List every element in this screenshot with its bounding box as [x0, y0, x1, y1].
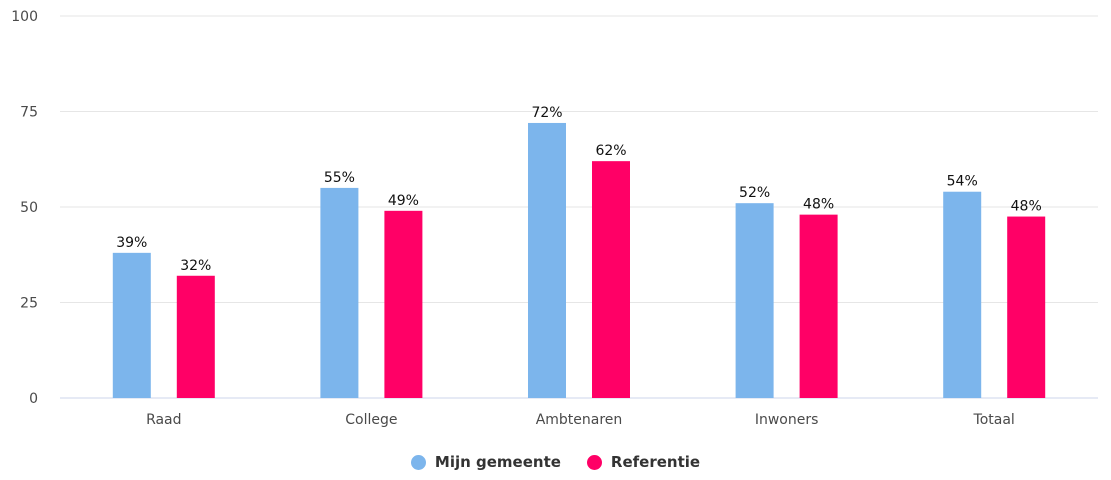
- y-tick-label: 0: [29, 391, 38, 407]
- data-label: 55%: [324, 170, 355, 186]
- bar-mijn-gemeente-raad[interactable]: [112, 252, 151, 398]
- bar-mijn-gemeente-inwoners[interactable]: [735, 203, 774, 398]
- x-category-label: Inwoners: [755, 412, 819, 428]
- legend-label-mijn-gemeente: Mijn gemeente: [434, 453, 561, 471]
- data-label: 72%: [531, 105, 562, 121]
- x-category-label: College: [345, 412, 397, 428]
- bar-mijn-gemeente-totaal[interactable]: [943, 191, 982, 398]
- y-tick-label: 25: [20, 296, 38, 312]
- y-tick-label: 100: [11, 9, 38, 25]
- legend-item-mijn-gemeente[interactable]: Mijn gemeente: [410, 453, 561, 471]
- data-label: 49%: [388, 193, 419, 209]
- x-category-label: Totaal: [973, 412, 1015, 428]
- data-label: 54%: [947, 174, 978, 190]
- bar-referentie-college[interactable]: [384, 210, 423, 398]
- bar-chart: 0 25 50 75 100 39% 32% Raad 55% 49% College 72% 62% A…: [11, 9, 1098, 428]
- y-tick-label: 50: [20, 200, 38, 216]
- bar-referentie-raad[interactable]: [176, 275, 215, 398]
- chart-legend: Mijn gemeente Referentie: [0, 453, 1111, 471]
- data-label: 48%: [1011, 199, 1042, 215]
- data-label: 39%: [116, 235, 147, 251]
- data-label: 62%: [595, 143, 626, 159]
- data-label: 32%: [180, 258, 211, 274]
- data-label: 48%: [803, 197, 834, 213]
- x-category-label: Ambtenaren: [536, 412, 623, 428]
- bar-referentie-inwoners[interactable]: [799, 214, 838, 398]
- data-label: 52%: [739, 185, 770, 201]
- legend-marker-referentie: [586, 454, 602, 470]
- legend-marker-mijn-gemeente: [410, 454, 426, 470]
- bar-mijn-gemeente-ambtenaren[interactable]: [528, 122, 566, 399]
- bar-referentie-totaal[interactable]: [1007, 216, 1046, 398]
- y-tick-label: 75: [20, 105, 38, 121]
- x-category-label: Raad: [146, 412, 181, 428]
- bar-mijn-gemeente-college[interactable]: [320, 187, 359, 398]
- legend-label-referentie: Referentie: [610, 453, 701, 471]
- legend-item-referentie[interactable]: Referentie: [586, 453, 701, 471]
- bar-referentie-ambtenaren[interactable]: [592, 161, 630, 398]
